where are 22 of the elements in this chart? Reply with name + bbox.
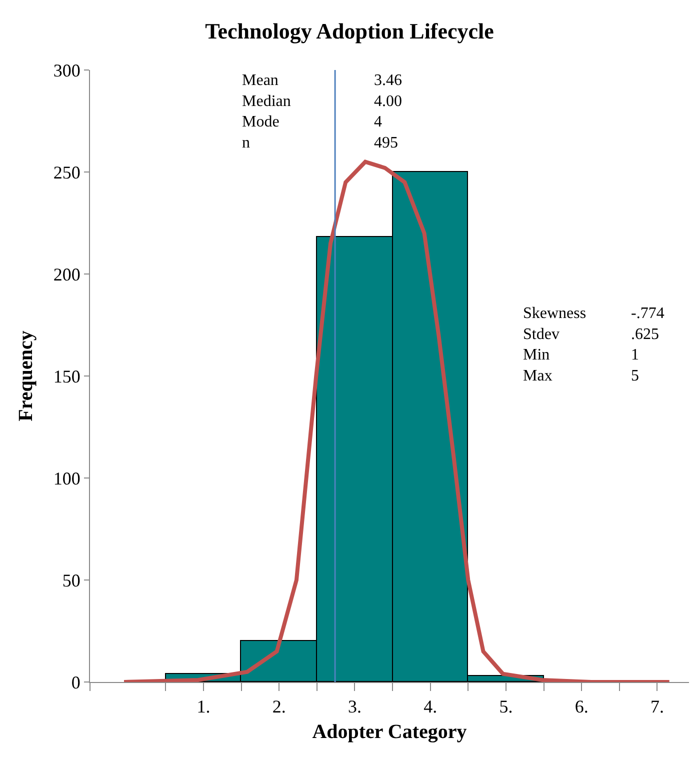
annotation: -.774 .625 1 5 <box>631 305 664 384</box>
line-series <box>122 160 672 682</box>
x-tick-label: 6. <box>574 696 588 717</box>
x-tick-label: 3. <box>348 696 362 717</box>
annotation: 3.46 4.00 4 495 <box>374 72 402 152</box>
x-tick-label: 1. <box>196 696 210 717</box>
x-tick-label: 4. <box>424 696 438 717</box>
y-tick-label: 50 <box>62 570 80 590</box>
y-tick-label: 100 <box>53 468 80 488</box>
x-tick-label: 2. <box>272 696 286 717</box>
y-tick-label: 250 <box>53 162 80 182</box>
y-tick-label: 150 <box>53 366 80 386</box>
x-axis-title: Adopter Category <box>312 721 467 744</box>
annotation: Skewness Stdev Min Max <box>523 305 586 384</box>
chart-title: Technology Adoption Lifecycle <box>205 18 494 44</box>
y-tick-label: 0 <box>71 672 80 692</box>
annotation: Mean Median Mode n <box>242 72 291 152</box>
y-tick-label: 200 <box>53 264 80 284</box>
y-tick-label: 300 <box>53 60 80 80</box>
y-axis-title: Frequency <box>14 330 37 422</box>
x-tick-label: 7. <box>650 696 664 717</box>
x-tick-label: 5. <box>499 696 513 717</box>
